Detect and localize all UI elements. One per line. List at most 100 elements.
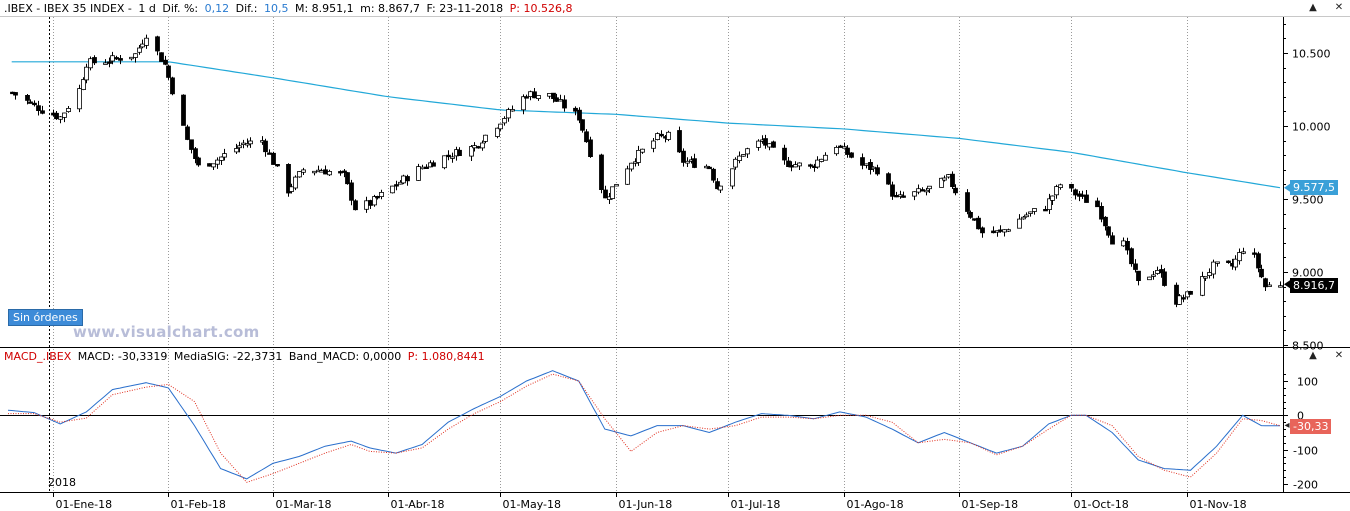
candle-down xyxy=(588,139,593,157)
candle-down xyxy=(1043,208,1048,212)
candle-up xyxy=(651,140,656,149)
candle-up xyxy=(372,196,377,206)
candle-up xyxy=(842,146,847,149)
candle-down xyxy=(532,91,537,99)
candle-down xyxy=(118,58,123,61)
candle-up xyxy=(88,58,93,69)
candle-up xyxy=(450,156,455,159)
close-icon[interactable]: ✕ xyxy=(1334,2,1344,13)
candle-down xyxy=(771,141,776,148)
candle-down xyxy=(711,168,716,181)
candle-down xyxy=(394,184,399,187)
candle-down xyxy=(107,61,112,64)
candle-up xyxy=(625,168,630,185)
candle-up xyxy=(327,170,332,176)
candle-up xyxy=(506,109,511,119)
last-price-arrow xyxy=(1284,280,1290,289)
candle-down xyxy=(375,195,380,199)
candle-down xyxy=(968,211,973,218)
candle-down xyxy=(603,189,608,199)
candle-down xyxy=(155,36,160,52)
candle-up xyxy=(629,162,634,170)
candle-up xyxy=(640,148,645,153)
candle-up xyxy=(939,177,944,188)
candle-up xyxy=(1207,272,1212,276)
macd-line xyxy=(7,370,1280,480)
candle-up xyxy=(927,185,932,190)
candle-up xyxy=(289,186,294,192)
macd-value-text: MACD: -30,3319 xyxy=(77,350,168,363)
candle-down xyxy=(170,77,175,95)
band-value-text: Band_MACD: 0,0000 xyxy=(288,350,402,363)
candle-up xyxy=(741,154,746,157)
candle-up xyxy=(815,159,820,168)
candle-up xyxy=(301,169,306,173)
candle-down xyxy=(263,140,268,153)
candle-up xyxy=(1006,229,1011,232)
candle-down xyxy=(271,152,276,165)
dif-pct-value: 0,12 xyxy=(204,2,230,15)
candle-up xyxy=(66,108,71,113)
candle-down xyxy=(267,152,272,155)
candle-up xyxy=(521,96,526,111)
candle-down xyxy=(114,57,119,60)
collapse-up-icon[interactable]: ▲ xyxy=(1309,2,1317,13)
candle-down xyxy=(25,95,30,101)
candle-down xyxy=(1159,269,1164,274)
candle-down xyxy=(1188,290,1193,295)
candle-down xyxy=(599,154,604,190)
candle-down xyxy=(28,101,33,104)
candle-up xyxy=(472,145,477,149)
candle-down xyxy=(1084,194,1089,203)
candle-up xyxy=(237,145,242,149)
candle-down xyxy=(1110,235,1115,245)
candle-up xyxy=(502,118,507,124)
candle-down xyxy=(1252,252,1257,255)
candle-down xyxy=(782,147,787,161)
candle-up xyxy=(685,160,690,164)
x-tick-label: 01-Feb-18 xyxy=(171,498,226,511)
subchart-close-icon[interactable]: ✕ xyxy=(1334,350,1344,361)
candle-down xyxy=(894,194,899,198)
candle-up xyxy=(655,133,660,141)
candle-down xyxy=(886,173,891,185)
candle-down xyxy=(353,200,358,211)
candle-down xyxy=(196,157,201,166)
candle-up xyxy=(62,112,67,118)
candle-down xyxy=(424,166,429,170)
dif-label: Dif.: xyxy=(235,2,258,15)
ma-value-tag: 9.577,5 xyxy=(1290,180,1338,195)
candle-up xyxy=(248,140,253,145)
candle-up xyxy=(58,116,63,120)
candle-down xyxy=(890,184,895,197)
candle-up xyxy=(245,143,250,146)
macd-value-tag: -30,33 xyxy=(1290,419,1332,434)
candle-down xyxy=(368,200,373,206)
candle-up xyxy=(84,66,89,81)
candle-down xyxy=(1136,270,1141,282)
x-tick-label: 01-Nov-18 xyxy=(1190,498,1247,511)
candle-down xyxy=(286,163,291,194)
candle-down xyxy=(1073,189,1078,196)
period-label: 1 d xyxy=(138,2,156,15)
candle-down xyxy=(1174,284,1179,305)
candle-down xyxy=(476,146,481,149)
candle-down xyxy=(1133,263,1138,270)
y-tick-label: 10.000 xyxy=(1292,121,1331,134)
candle-up xyxy=(1278,285,1283,288)
max-text: M: 8.951,1 xyxy=(294,2,354,15)
candle-up xyxy=(483,134,488,142)
candle-down xyxy=(207,163,212,167)
candle-down xyxy=(431,162,436,167)
candle-down xyxy=(554,97,559,102)
macd-y-tick-label: 100 xyxy=(1297,376,1318,389)
candle-down xyxy=(193,148,198,159)
candle-down xyxy=(1125,240,1130,251)
candle-down xyxy=(159,52,164,62)
candle-down xyxy=(1095,200,1100,208)
candle-up xyxy=(1147,276,1152,281)
subchart-collapse-icon[interactable]: ▲ xyxy=(1309,350,1317,361)
candle-down xyxy=(875,167,880,175)
candle-down xyxy=(185,126,190,140)
sin-ordenes-button[interactable]: Sin órdenes xyxy=(8,309,83,326)
